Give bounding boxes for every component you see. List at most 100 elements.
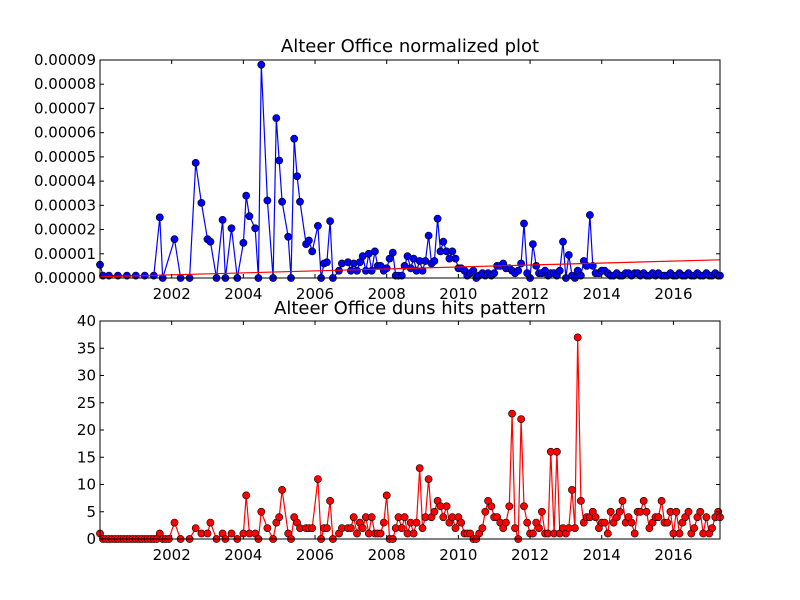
data-point — [257, 60, 266, 69]
data-point — [529, 529, 537, 538]
data-point — [696, 507, 705, 516]
bottom-chart-marks — [96, 333, 724, 543]
data-point — [313, 475, 322, 483]
data-point — [424, 231, 433, 240]
x-tick-label: 2012 — [511, 285, 549, 303]
data-point — [642, 507, 651, 516]
x-tick-label: 2016 — [654, 285, 692, 303]
top-chart-x-axis: 2002 2004 2006 2008 2010 2012 2014 2016 — [153, 60, 693, 303]
data-point — [382, 491, 391, 500]
data-point — [418, 266, 427, 275]
data-point — [451, 254, 460, 263]
data-point — [433, 214, 442, 223]
y-tick-label: 0.00007 — [34, 99, 96, 117]
data-point — [251, 224, 260, 233]
data-point — [571, 524, 579, 532]
data-point — [263, 524, 272, 532]
data-point — [532, 261, 541, 270]
data-point — [568, 485, 576, 494]
x-tick-label: 2016 — [654, 546, 692, 564]
data-point — [290, 134, 299, 143]
data-point — [630, 529, 639, 538]
data-point — [304, 236, 313, 245]
y-tick-label: 5 — [86, 503, 96, 521]
data-point — [296, 197, 304, 206]
y-tick-label: 0.00006 — [34, 124, 96, 142]
data-point — [385, 254, 394, 263]
data-point — [618, 496, 627, 505]
data-point — [170, 235, 179, 244]
y-tick-label: 0.00001 — [34, 245, 96, 263]
data-point — [346, 524, 355, 532]
data-point — [672, 507, 681, 516]
data-point — [418, 524, 427, 532]
data-point — [397, 524, 406, 532]
top-chart-frame — [99, 59, 721, 279]
data-point — [245, 212, 254, 221]
data-point — [487, 502, 496, 511]
data-point — [313, 221, 322, 230]
data-point — [197, 198, 206, 207]
data-point — [615, 507, 624, 516]
data-point — [535, 524, 543, 532]
data-point — [379, 518, 388, 527]
data-point — [430, 507, 439, 516]
data-point — [322, 524, 331, 532]
x-tick-label: 2006 — [296, 546, 334, 564]
data-point — [170, 518, 179, 527]
data-point — [508, 409, 516, 418]
data-point — [227, 529, 236, 538]
x-tick-label: 2010 — [439, 546, 477, 564]
series-line — [99, 259, 721, 278]
data-point — [675, 529, 684, 538]
data-point — [538, 507, 546, 516]
data-point — [218, 215, 227, 224]
bottom-chart-y-axis: 0 5 10 15 20 25 30 35 40 — [77, 312, 720, 548]
data-point — [275, 513, 284, 522]
data-point — [155, 213, 164, 222]
data-point — [308, 524, 317, 532]
data-point — [553, 447, 561, 456]
y-tick-label: 15 — [77, 448, 96, 466]
y-tick-label: 10 — [77, 476, 96, 494]
data-point — [505, 502, 514, 511]
x-tick-label: 2004 — [224, 285, 262, 303]
data-point — [469, 266, 478, 275]
data-point — [639, 496, 648, 505]
data-point — [430, 257, 439, 265]
data-point — [591, 513, 600, 522]
data-point — [439, 513, 448, 522]
data-point — [278, 197, 286, 206]
y-tick-label: 20 — [77, 421, 96, 439]
data-point — [577, 271, 585, 280]
data-point — [577, 496, 585, 505]
data-point — [415, 464, 424, 472]
data-point — [559, 237, 567, 246]
x-tick-label: 2012 — [511, 546, 549, 564]
data-point — [242, 191, 251, 200]
data-point — [326, 496, 334, 505]
data-point — [457, 518, 466, 527]
data-point — [481, 507, 490, 516]
data-point — [588, 261, 597, 270]
y-tick-label: 35 — [77, 339, 96, 357]
data-point — [702, 513, 711, 522]
data-point — [370, 247, 379, 256]
data-point — [275, 156, 284, 165]
data-point — [114, 271, 122, 280]
data-point — [684, 507, 693, 516]
series-line — [99, 64, 720, 280]
data-point — [242, 491, 251, 500]
x-tick-label: 2008 — [368, 285, 406, 303]
y-tick-label: 0.00003 — [34, 196, 96, 214]
x-tick-label: 2006 — [296, 285, 334, 303]
data-point — [278, 485, 286, 494]
x-tick-label: 2014 — [583, 546, 621, 564]
data-point — [409, 529, 418, 538]
data-point — [400, 513, 409, 522]
data-point — [191, 524, 200, 532]
x-tick-label: 2010 — [439, 285, 477, 303]
data-point — [284, 232, 293, 241]
data-point — [353, 266, 361, 275]
y-tick-label: 30 — [77, 367, 96, 385]
